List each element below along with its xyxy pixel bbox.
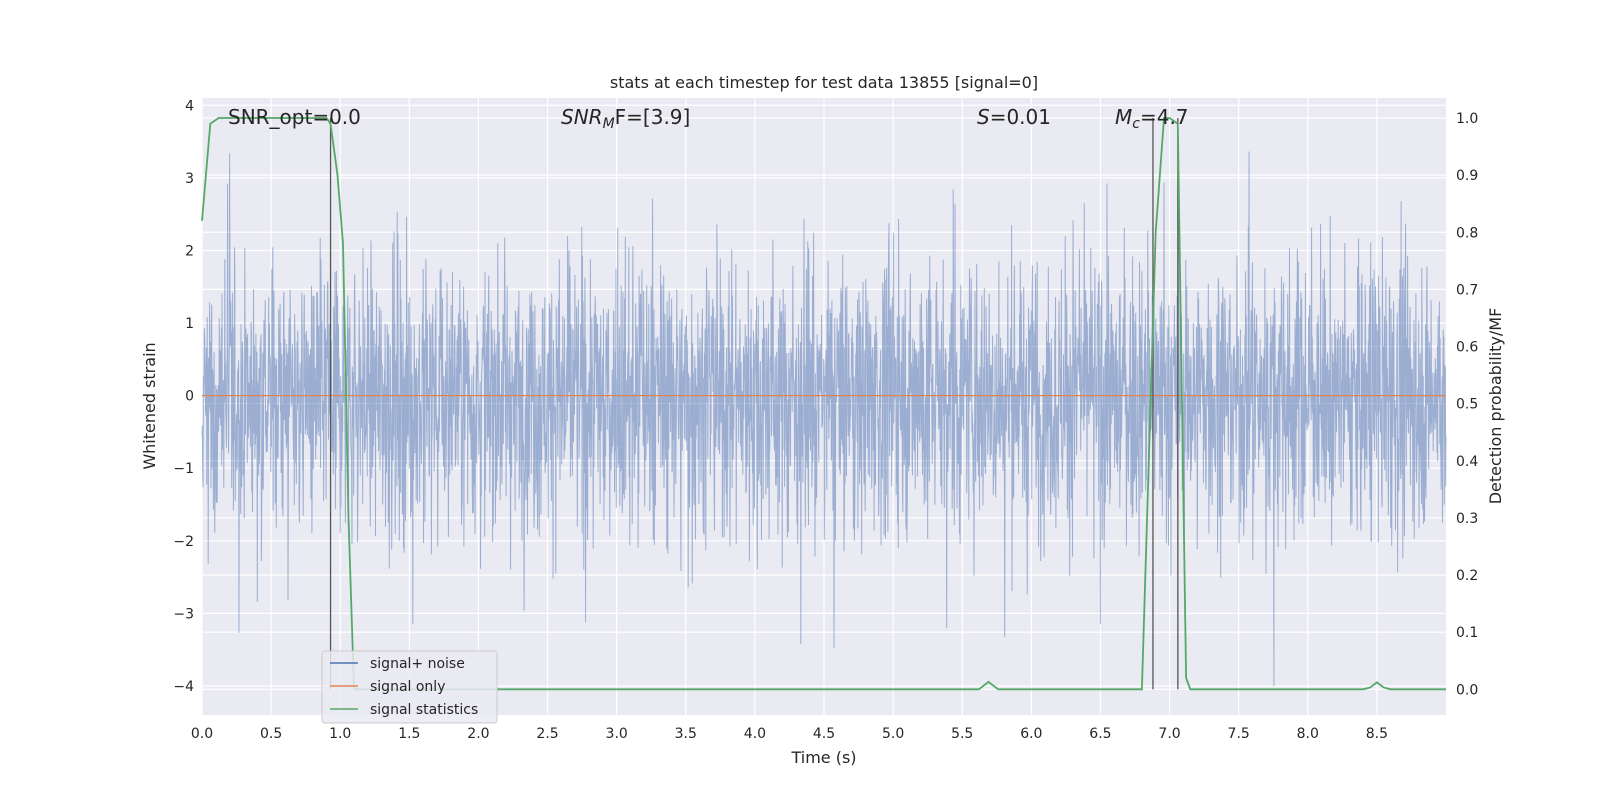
y2-tick-label: 0.2	[1456, 568, 1478, 584]
x-tick-label: 2.0	[467, 726, 489, 742]
legend: signal+ noise signal only signal statist…	[321, 650, 498, 724]
signal-noise-trace	[201, 151, 1447, 687]
annotation-snr-mf: SNRMF=[3.9]	[561, 105, 690, 132]
x-tick-label: 5.0	[882, 726, 904, 742]
y2-tick-label: 0.7	[1456, 282, 1478, 298]
lines-layer	[201, 117, 1446, 691]
x-tick-label: 0.0	[191, 726, 213, 742]
x-tick-label: 5.5	[951, 726, 973, 742]
y-tick-label: 4	[185, 98, 194, 114]
y-tick-label: −4	[173, 679, 194, 695]
legend-label-signal-noise: signal+ noise	[370, 656, 465, 672]
y-tick-label: 2	[185, 243, 194, 259]
signal-statistics-line	[201, 117, 1446, 691]
y-tick-label: −1	[173, 461, 194, 477]
y-tick-label: 3	[185, 171, 194, 187]
x-tick-label: 1.5	[398, 726, 420, 742]
x-tick-label: 3.0	[606, 726, 628, 742]
y2-axis-label: Detection probability/MF	[1486, 308, 1505, 505]
y2-tick-label: 0.3	[1456, 511, 1478, 527]
y-tick-label: −3	[173, 606, 194, 622]
y2-tick-label: 0.5	[1456, 397, 1478, 413]
x-tick-label: 4.5	[813, 726, 835, 742]
annotation-mc: Mc=4.7	[1115, 105, 1189, 132]
annotation-snr-opt: SNR_opt=0.0	[228, 105, 361, 129]
chart-title: stats at each timestep for test data 138…	[610, 73, 1038, 92]
x-tick-label: 7.0	[1158, 726, 1180, 742]
x-tick-label: 6.5	[1089, 726, 1111, 742]
y2-tick-label: 0.4	[1456, 454, 1478, 470]
x-tick-label: 2.5	[536, 726, 558, 742]
ticks-layer: 0.0 0.5 1.0 1.5 2.0 2.5 3.0 3.5 4.0 4.5 5.0 5.5 6.0 6…	[173, 98, 1478, 742]
x-axis-label: Time (s)	[790, 748, 856, 767]
y2-tick-label: 0.8	[1456, 225, 1478, 241]
x-tick-label: 6.0	[1020, 726, 1042, 742]
y2-tick-label: 0.6	[1456, 340, 1478, 356]
x-tick-label: 1.0	[329, 726, 351, 742]
annotation-s: S=0.01	[977, 105, 1051, 129]
x-tick-label: 7.5	[1228, 726, 1250, 742]
legend-label-signal-statistics: signal statistics	[370, 702, 478, 718]
legend-box	[321, 650, 498, 724]
y-axis-label: Whitened strain	[140, 342, 159, 469]
y2-tick-label: 1.0	[1456, 111, 1478, 127]
x-tick-label: 8.5	[1366, 726, 1388, 742]
x-tick-label: 4.0	[744, 726, 766, 742]
x-tick-label: 3.5	[675, 726, 697, 742]
x-tick-label: 8.0	[1297, 726, 1319, 742]
y-tick-label: −2	[173, 534, 194, 550]
y2-tick-label: 0.0	[1456, 682, 1478, 698]
signal-noise-line	[201, 151, 1447, 687]
y2-tick-label: 0.9	[1456, 168, 1478, 184]
legend-label-signal-only: signal only	[370, 679, 445, 695]
x-tick-label: 0.5	[260, 726, 282, 742]
y-tick-label: 0	[185, 389, 194, 405]
y2-tick-label: 0.1	[1456, 625, 1478, 641]
y-tick-label: 1	[185, 316, 194, 332]
annotations: SNR_opt=0.0 SNRMF=[3.9] S=0.01 Mc=4.7	[228, 105, 1189, 132]
